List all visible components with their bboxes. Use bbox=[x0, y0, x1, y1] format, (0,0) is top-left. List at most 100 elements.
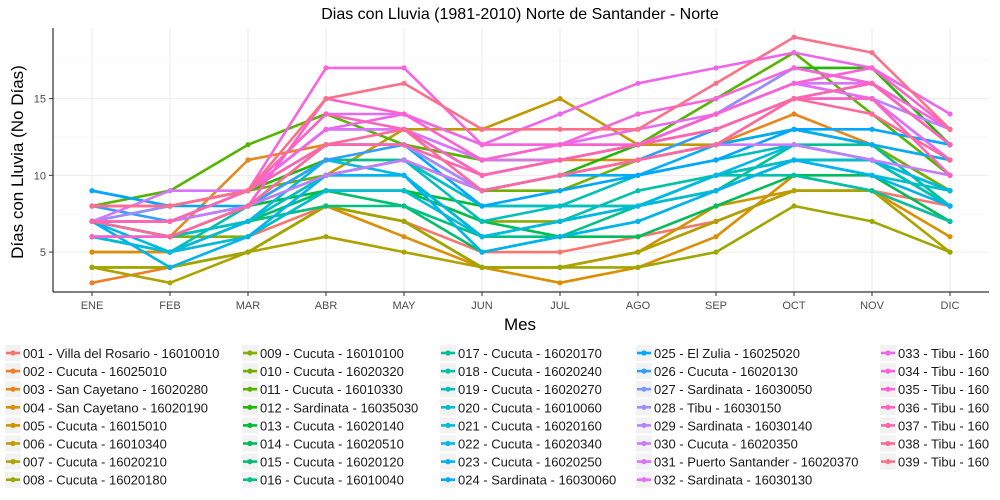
legend-item: 023 - Cucuta - 16020250 bbox=[440, 453, 602, 470]
data-point bbox=[323, 172, 329, 178]
legend-item: 011 - Cucuta - 16010330 bbox=[242, 381, 403, 398]
data-point bbox=[791, 157, 797, 163]
legend-label: 026 - Cucuta - 16020130 bbox=[654, 364, 798, 379]
legend-key-point bbox=[445, 477, 451, 483]
legend-key-point bbox=[10, 422, 16, 428]
data-point bbox=[245, 203, 251, 209]
legend-item: 002 - Cucuta - 16025010 bbox=[5, 363, 167, 380]
legend-label: 037 - Tibu - 160 bbox=[898, 418, 989, 433]
legend-item: 005 - Cucuta - 16015010 bbox=[5, 417, 167, 434]
data-point bbox=[713, 203, 719, 209]
data-point bbox=[557, 218, 563, 224]
legend-label: 039 - Tibu - 160 bbox=[898, 455, 989, 470]
legend-item: 010 - Cucuta - 16020320 bbox=[242, 363, 404, 380]
legend-label: 027 - Sardinata - 16030050 bbox=[654, 382, 812, 397]
data-point bbox=[401, 142, 407, 148]
x-tick-label: OCT bbox=[782, 300, 806, 312]
data-point bbox=[401, 234, 407, 240]
data-point bbox=[635, 157, 641, 163]
legend-key-point bbox=[445, 422, 451, 428]
data-point bbox=[401, 80, 407, 86]
x-tick-label: NOV bbox=[860, 300, 885, 312]
data-point bbox=[635, 172, 641, 178]
data-point bbox=[323, 126, 329, 132]
data-point bbox=[557, 203, 563, 209]
legend-label: 030 - Cucuta - 16020350 bbox=[654, 437, 798, 452]
data-point bbox=[869, 157, 875, 163]
legend-label: 017 - Cucuta - 16020170 bbox=[458, 346, 602, 361]
legend-label: 009 - Cucuta - 16010100 bbox=[260, 346, 404, 361]
data-point bbox=[713, 157, 719, 163]
data-point bbox=[869, 111, 875, 117]
series-lines bbox=[89, 34, 953, 286]
data-point bbox=[557, 188, 563, 194]
legend-label: 001 - Villa del Rosario - 16010010 bbox=[23, 346, 219, 361]
data-point bbox=[89, 264, 95, 270]
data-point bbox=[947, 218, 953, 224]
data-point bbox=[791, 80, 797, 86]
legend-key-point bbox=[247, 404, 253, 410]
legend-key-point bbox=[247, 386, 253, 392]
legend-label: 032 - Sardinata - 16030130 bbox=[654, 473, 812, 488]
data-point bbox=[89, 280, 95, 286]
data-point bbox=[635, 142, 641, 148]
legend-label: 003 - San Cayetano - 16020280 bbox=[23, 382, 208, 397]
data-point bbox=[557, 142, 563, 148]
series-line bbox=[91, 82, 951, 223]
data-point bbox=[635, 218, 641, 224]
legend-key-point bbox=[247, 440, 253, 447]
data-point bbox=[323, 234, 329, 240]
legend-item: 038 - Tibu - 160 bbox=[880, 435, 989, 452]
x-tick-label: JUN bbox=[471, 300, 492, 312]
data-point bbox=[401, 65, 407, 71]
data-point bbox=[557, 172, 563, 178]
data-point bbox=[947, 172, 953, 178]
data-point bbox=[713, 80, 719, 86]
data-point bbox=[245, 249, 251, 255]
data-point bbox=[713, 249, 719, 255]
data-point bbox=[635, 264, 641, 270]
data-point bbox=[557, 126, 563, 132]
legend-key-point bbox=[445, 350, 451, 356]
data-point bbox=[89, 188, 95, 194]
legend-item: 014 - Cucuta - 16020510 bbox=[242, 435, 404, 452]
legend-label: 010 - Cucuta - 16020320 bbox=[260, 364, 404, 379]
data-point bbox=[869, 96, 875, 102]
data-point bbox=[401, 203, 407, 209]
series-line bbox=[92, 82, 951, 223]
data-point bbox=[635, 126, 641, 132]
legend-label: 008 - Cucuta - 16020180 bbox=[23, 473, 167, 488]
legend-key-point bbox=[445, 440, 451, 447]
legend-key-point bbox=[247, 459, 253, 465]
y-tick-label: 5 bbox=[40, 247, 46, 259]
data-point bbox=[323, 203, 329, 209]
legend-item: 031 - Puerto Santander - 16020370 bbox=[636, 453, 859, 470]
data-point bbox=[869, 65, 875, 71]
series-line bbox=[91, 97, 951, 238]
data-point bbox=[479, 249, 485, 255]
data-point bbox=[635, 203, 641, 209]
legend-key-point bbox=[445, 404, 451, 410]
legend-key-point bbox=[641, 350, 647, 356]
data-point bbox=[401, 126, 407, 132]
series-23 bbox=[89, 157, 953, 270]
legend-label: 014 - Cucuta - 16020510 bbox=[260, 437, 404, 452]
data-point bbox=[869, 126, 875, 132]
data-point bbox=[713, 234, 719, 240]
data-point bbox=[947, 126, 953, 132]
legend-item: 020 - Cucuta - 16010060 bbox=[440, 399, 602, 416]
legend-key-point bbox=[885, 422, 891, 428]
x-tick-label: AGO bbox=[626, 300, 651, 312]
legend-item: 025 - El Zulia - 16025020 bbox=[636, 345, 800, 361]
data-point bbox=[245, 234, 251, 240]
data-point bbox=[557, 249, 563, 255]
data-point bbox=[947, 142, 953, 148]
data-point bbox=[245, 218, 251, 224]
legend-item: 015 - Cucuta - 16020120 bbox=[242, 453, 404, 470]
data-point bbox=[947, 111, 953, 117]
legend-label: 004 - San Cayetano - 16020190 bbox=[23, 400, 208, 415]
legend-key-point bbox=[10, 440, 16, 447]
data-point bbox=[479, 234, 485, 240]
legend-key-point bbox=[445, 386, 451, 392]
data-point bbox=[791, 96, 797, 102]
